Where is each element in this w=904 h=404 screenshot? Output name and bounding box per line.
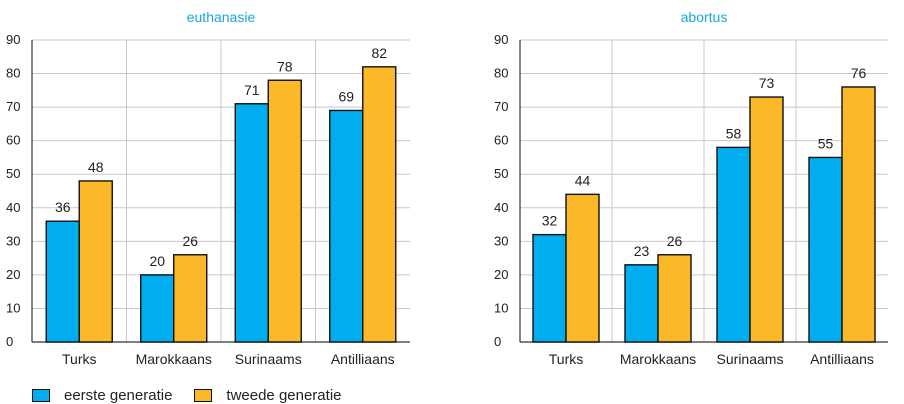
data-label: 82 [371, 45, 387, 61]
y-tick-label: 60 [494, 133, 508, 148]
y-tick-label: 10 [494, 300, 508, 315]
y-tick-label: 20 [494, 267, 508, 282]
data-label: 76 [851, 65, 867, 81]
y-tick-label: 30 [494, 233, 508, 248]
data-label: 32 [542, 213, 558, 229]
y-tick-label: 90 [6, 32, 20, 47]
data-label: 23 [634, 243, 650, 259]
x-tick-label: Surinaams [717, 351, 784, 367]
bar-euthanasie-marokkaans-series-1 [140, 274, 175, 343]
data-label: 55 [818, 135, 834, 151]
bar-abortus-surinaams-series-1 [716, 146, 751, 343]
y-tick-label: 70 [6, 99, 20, 114]
chart-title: abortus [681, 9, 728, 25]
bar-euthanasie-turks-series-2 [78, 180, 113, 343]
y-tick-label: 70 [494, 99, 508, 114]
x-tick-label: Surinaams [235, 351, 302, 367]
bar-euthanasie-antilliaans-series-1 [329, 109, 364, 343]
data-label: 71 [244, 82, 260, 98]
data-label: 78 [277, 58, 293, 74]
x-tick-label: Antilliaans [810, 351, 874, 367]
legend-item-series-1: eerste generatie [32, 387, 172, 404]
data-label: 44 [575, 172, 591, 188]
legend-label-series-1: eerste generatie [64, 386, 173, 404]
y-tick-label: 0 [494, 334, 501, 349]
data-label: 26 [667, 233, 683, 249]
y-tick-label: 0 [6, 334, 13, 349]
bar-abortus-antilliaans-series-1 [808, 156, 843, 343]
bar-euthanasie-antilliaans-series-2 [362, 66, 397, 343]
y-tick-label: 20 [6, 267, 20, 282]
x-tick-label: Turks [549, 351, 583, 367]
data-label: 48 [88, 159, 104, 175]
data-label: 58 [726, 125, 742, 141]
data-label: 73 [759, 75, 775, 91]
bar-euthanasie-surinaams-series-2 [267, 79, 302, 343]
bar-euthanasie-surinaams-series-1 [234, 103, 269, 343]
data-label: 36 [55, 199, 71, 215]
chart-title: euthanasie [187, 9, 256, 25]
bar-abortus-turks-series-2 [565, 193, 600, 343]
x-tick-label: Marokkaans [620, 351, 696, 367]
y-tick-label: 30 [6, 233, 20, 248]
bar-euthanasie-turks-series-1 [45, 220, 80, 343]
bar-abortus-antilliaans-series-2 [841, 86, 876, 343]
x-tick-label: Marokkaans [136, 351, 212, 367]
y-tick-label: 40 [6, 200, 20, 215]
y-tick-label: 40 [494, 200, 508, 215]
bar-abortus-surinaams-series-2 [749, 96, 784, 343]
y-tick-label: 80 [494, 66, 508, 81]
legend-item-series-2: tweede generatie [194, 386, 342, 404]
y-tick-label: 60 [6, 133, 20, 148]
x-tick-label: Turks [62, 351, 96, 367]
bar-abortus-marokkaans-series-1 [624, 264, 659, 343]
legend-swatch-series-2 [194, 388, 213, 402]
y-tick-label: 10 [6, 300, 20, 315]
data-label: 26 [182, 233, 198, 249]
y-tick-label: 50 [6, 166, 20, 181]
y-tick-label: 90 [494, 32, 508, 47]
x-tick-label: Antilliaans [331, 351, 395, 367]
data-label: 20 [149, 253, 165, 269]
chart-legend: eerste generatie tweede generatie [32, 386, 364, 404]
y-tick-label: 50 [494, 166, 508, 181]
bar-abortus-marokkaans-series-2 [657, 254, 692, 343]
y-tick-label: 80 [6, 66, 20, 81]
bar-euthanasie-marokkaans-series-2 [173, 254, 208, 343]
legend-label-series-2: tweede generatie [226, 386, 342, 404]
data-label: 69 [338, 88, 354, 104]
bar-abortus-turks-series-1 [532, 233, 567, 343]
legend-swatch-series-1 [32, 388, 50, 402]
